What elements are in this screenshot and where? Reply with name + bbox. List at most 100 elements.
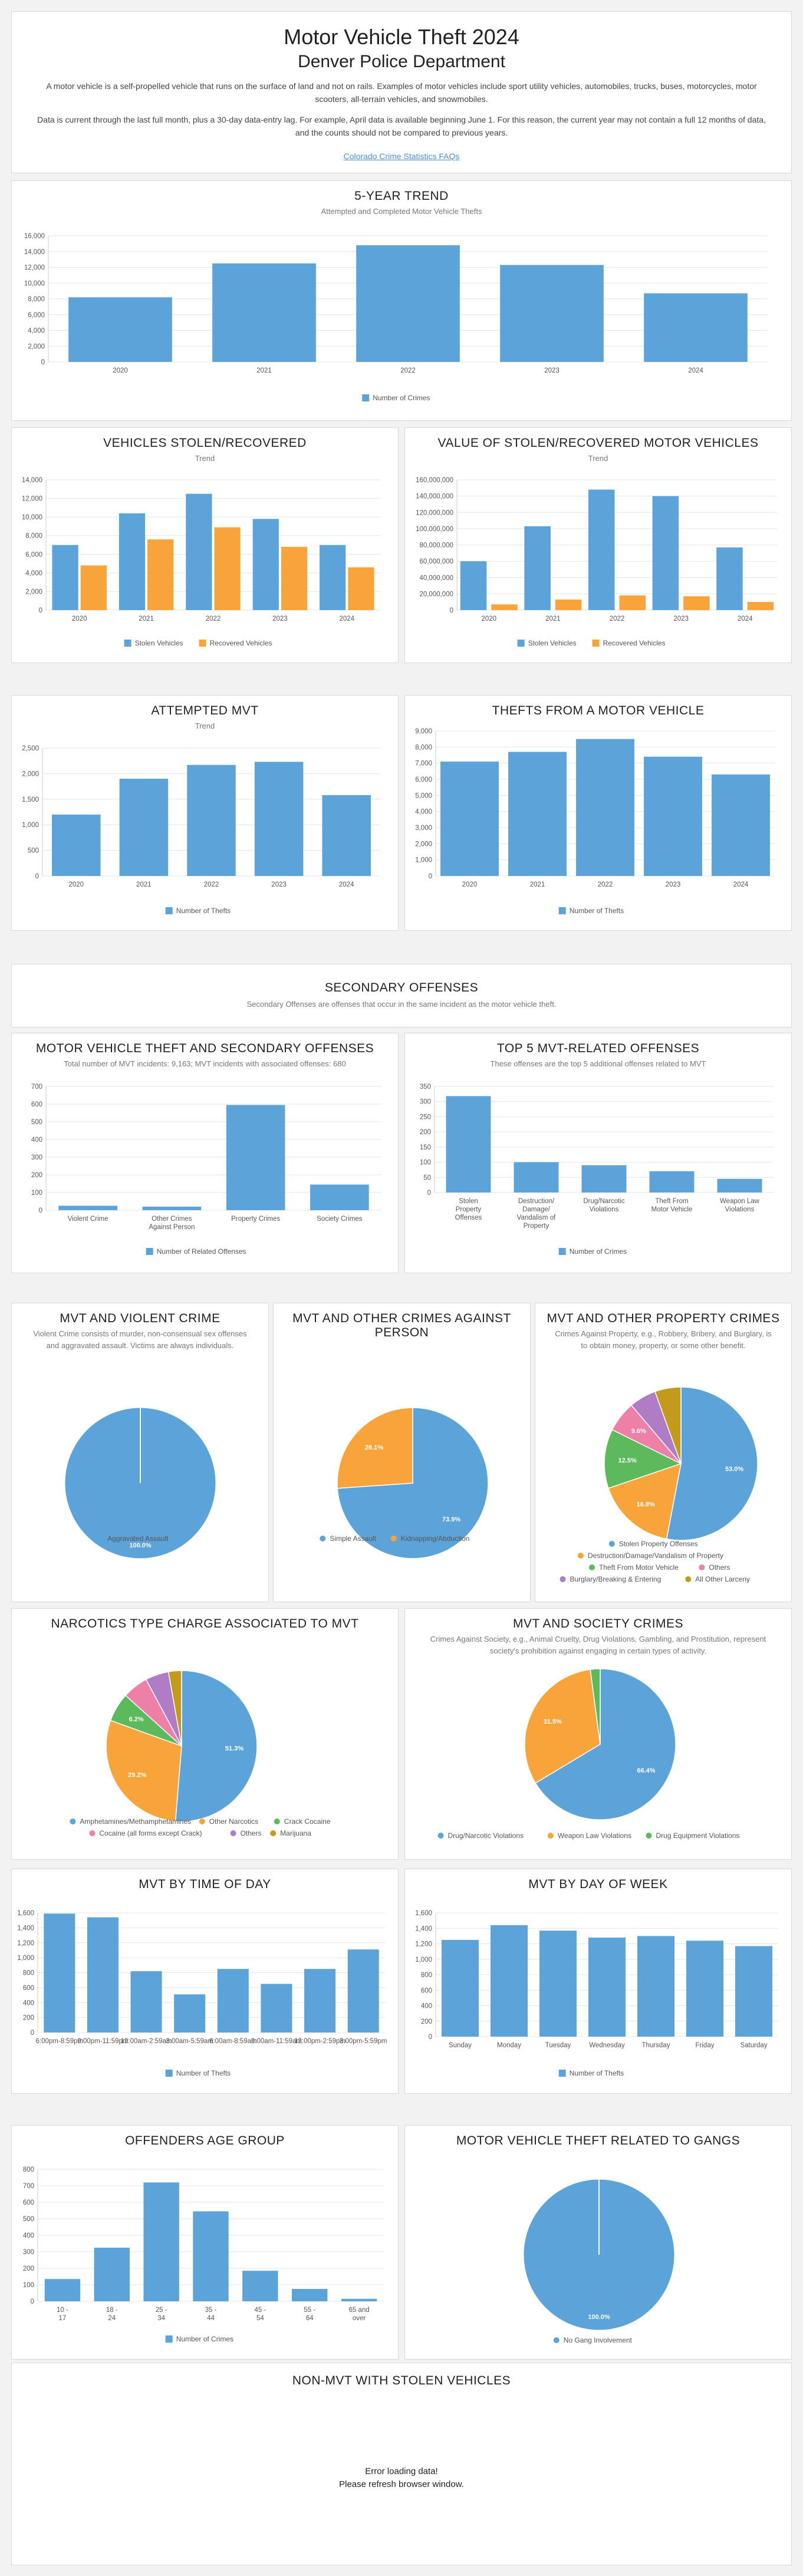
x-tick-label: 2020 (113, 367, 128, 374)
y-tick-label: 0 (429, 873, 432, 880)
x-tick-label: 2024 (339, 881, 354, 888)
chart-svg: 73.9% 26.1% Simple Assault Kidnapping/Abduc… (320, 1407, 489, 1559)
bar (80, 565, 107, 610)
legend-label: Number of Thefts (570, 907, 624, 915)
bar (588, 489, 615, 610)
y-tick-label: 150 (420, 1144, 431, 1151)
secondary-offenses-card: SECONDARY OFFENSES Secondary Offenses ar… (11, 964, 792, 1027)
y-tick-label: 800 (23, 1970, 34, 1977)
bar (147, 539, 174, 610)
y-tick-label: 600 (23, 1985, 34, 1992)
bar (555, 599, 582, 610)
y-tick-label: 0 (31, 2298, 34, 2305)
faq-link[interactable]: Colorado Crime Statistics FAQs (343, 151, 460, 161)
y-tick-label: 1,000 (22, 822, 39, 829)
bar (242, 2271, 278, 2301)
legend-label: Aggravated Assault (107, 1534, 169, 1543)
pie-label: 100.0% (129, 1542, 152, 1549)
legend-swatch (558, 1248, 566, 1255)
y-tick-label: 0 (450, 607, 453, 614)
y-tick-label: 6,000 (28, 312, 45, 319)
y-tick-label: 16,000 (24, 233, 45, 240)
y-tick-label: 1,200 (415, 1941, 432, 1948)
x-tick-label: 25 - (156, 2307, 167, 2314)
legend-label: Number of Crimes (176, 2335, 233, 2343)
data-note-text: Data is current through the last full mo… (37, 115, 766, 138)
bar (174, 1994, 206, 2033)
legend-swatch (437, 1833, 444, 1839)
pie-slice (106, 1719, 182, 1822)
bar (44, 1913, 75, 2033)
x-tick-label: Wednesday (589, 2042, 625, 2049)
bar (649, 1171, 695, 1193)
pie-label: 29.2% (128, 1771, 146, 1778)
y-tick-label: 500 (23, 2216, 34, 2223)
pie-label: 31.5% (544, 1718, 562, 1725)
x-tick-label: Theft From (655, 1198, 688, 1205)
x-tick-label: 2020 (462, 881, 478, 888)
bar (186, 493, 212, 610)
bar (254, 762, 304, 876)
x-tick-label: Society Crimes (317, 1215, 363, 1223)
y-tick-label: 7,000 (415, 760, 432, 767)
y-tick-label: 0 (39, 607, 42, 614)
y-tick-label: 8,000 (25, 533, 42, 540)
bar (87, 1917, 119, 2033)
legend-swatch (592, 640, 600, 647)
x-tick-label: Motor Vehicle (651, 1206, 693, 1213)
bar (735, 1946, 773, 2037)
y-tick-label: 8,000 (415, 744, 432, 751)
chart-card-age-group: OFFENDERS AGE GROUP 0 100 200 300 400 500 600 70… (11, 2125, 399, 2360)
bar (440, 761, 499, 876)
x-tick-label: 45 - (254, 2307, 266, 2314)
legend-swatch (274, 1819, 280, 1824)
chart-subtitle: Violent Crime consists of murder, non-co… (33, 1329, 247, 1350)
bar (652, 496, 679, 610)
x-tick-label: 2023 (673, 615, 689, 622)
chart-title: MVT BY DAY OF WEEK (528, 1877, 668, 1891)
y-tick-label: 10,000 (24, 280, 45, 287)
bar (356, 245, 460, 362)
legend-swatch (320, 1536, 326, 1541)
bar (94, 2248, 130, 2301)
chart-svg: 0 200 400 600 800 1,000 1,200 1,400 1,600 Sunday M… (415, 1910, 778, 2077)
legend-label: Number of Thefts (176, 907, 231, 915)
legend-swatch (558, 907, 566, 914)
chart-subtitle: Trend (195, 722, 215, 730)
x-tick-label: Weapon Law (720, 1198, 760, 1205)
chart-title: VEHICLES STOLEN/RECOVERED (103, 436, 307, 450)
bar (644, 293, 748, 362)
chart-svg: 0 2,000 4,000 6,000 8,000 10,000 12,000 14,000 2… (22, 477, 380, 647)
bar (322, 795, 371, 876)
pie-label: 100.0% (588, 2314, 610, 2321)
x-tick-label: Monday (497, 2042, 521, 2049)
y-tick-label: 10,000 (22, 514, 42, 521)
y-tick-label: 400 (23, 1999, 34, 2007)
legend-swatch (560, 1576, 566, 1582)
pie-label: 51.3% (225, 1745, 243, 1753)
bar (341, 2298, 377, 2301)
legend-swatch (699, 1564, 705, 1570)
chart-title: THEFTS FROM A MOTOR VEHICLE (492, 704, 705, 717)
y-tick-label: 800 (421, 1972, 432, 1979)
chart-title: NARCOTICS TYPE CHARGE ASSOCIATED TO MVT (51, 1617, 359, 1630)
x-tick-label: 6:00pm-8:59pm (36, 2038, 84, 2045)
bar (619, 595, 646, 610)
bar (130, 1971, 162, 2033)
y-tick-label: 800 (23, 2166, 34, 2173)
legend-swatch (270, 1830, 277, 1836)
y-tick-label: 300 (420, 1099, 431, 1106)
y-tick-label: 100 (23, 2282, 34, 2289)
chart-subtitle: Crimes Against Society, e.g., Animal Cru… (430, 1635, 766, 1655)
y-tick-label: 400 (23, 2232, 34, 2239)
legend-label: Stolen Vehicles (135, 639, 183, 647)
bar (119, 513, 146, 610)
pie-slice (654, 1386, 682, 1464)
bar (143, 2182, 179, 2301)
legend-swatch (165, 2070, 173, 2077)
bar (261, 1984, 292, 2033)
bar (212, 263, 316, 362)
chart-title: MVT AND SOCIETY CRIMES (512, 1617, 684, 1630)
y-tick-label: 8,000 (28, 296, 45, 303)
pie-slice (590, 1668, 601, 1745)
